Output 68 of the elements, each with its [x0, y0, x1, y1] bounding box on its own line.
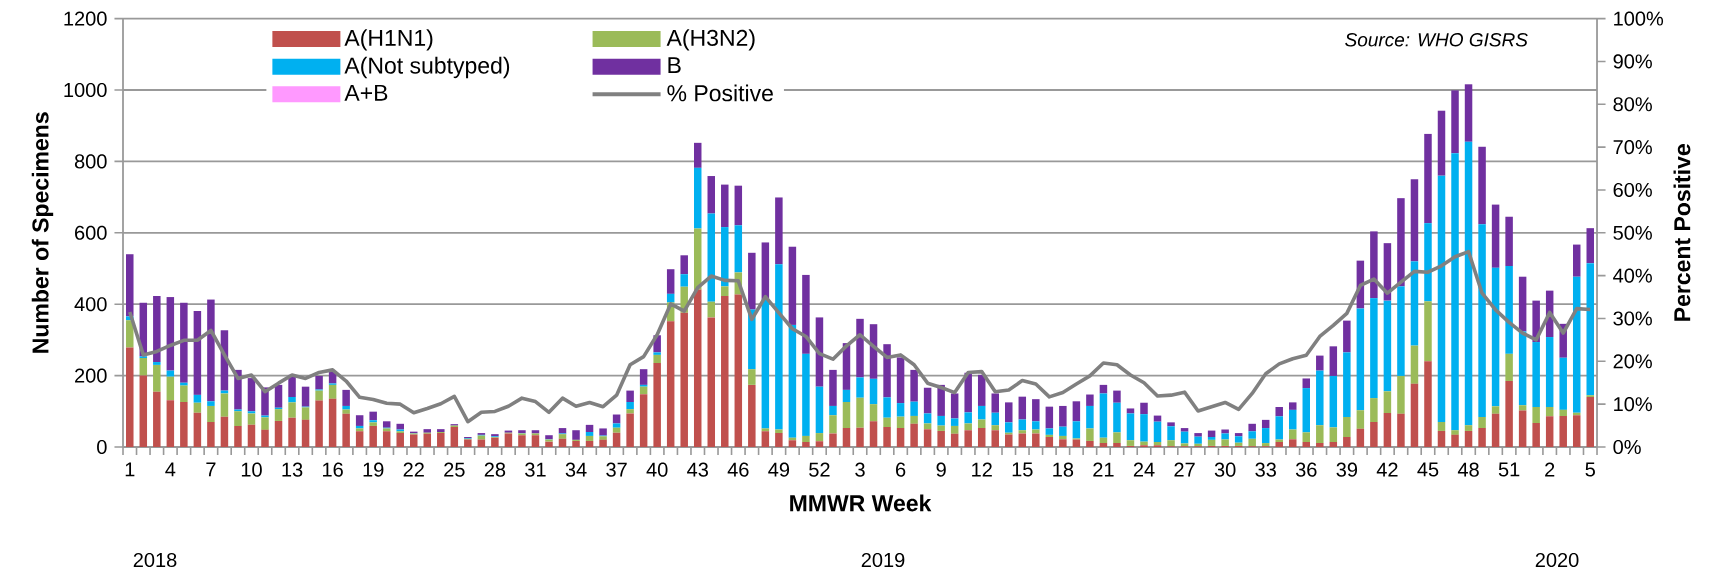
text: 2020 — [1535, 552, 1579, 568]
x-tick-label: 49 — [768, 462, 790, 477]
x-tick-label: 10 — [241, 462, 262, 477]
legend-label: A(Not subtyped) — [344, 56, 510, 79]
x-tick-label: 48 — [1457, 462, 1479, 477]
annotation: Source: WHO GISRS — [1345, 33, 1528, 47]
x-tick-label: 7 — [206, 462, 216, 477]
x-tick-label: 28 — [484, 462, 506, 477]
y2-tick-label: 30% — [1613, 311, 1652, 326]
x-tick-label: 4 — [165, 462, 176, 477]
x-tick-label: 5 — [1585, 462, 1595, 477]
legend-label: % Positive — [667, 84, 773, 102]
x-tick-label: 1 — [125, 462, 135, 477]
x-axis-title: MMWR Week — [790, 494, 932, 512]
x-tick-label: 6 — [896, 462, 906, 477]
x-tick-label: 9 — [936, 462, 946, 477]
x-tick-label: 36 — [1295, 462, 1317, 477]
legend-label: A(H1N1) — [344, 29, 433, 51]
x-tick-label: 39 — [1336, 462, 1358, 477]
x-tick-label: 37 — [606, 462, 627, 477]
text: 2018 — [133, 552, 177, 568]
x-tick-label: 16 — [323, 462, 343, 477]
y-tick-label: 1000 — [64, 82, 107, 98]
y-axis-title: Number of Specimens — [31, 112, 54, 353]
legend-label: B — [668, 57, 681, 74]
y2-tick-label: 20% — [1613, 354, 1652, 369]
x-tick-label: 46 — [727, 462, 749, 477]
y-tick-label: 400 — [74, 297, 107, 312]
legend-label: A(H3N2) — [666, 29, 755, 51]
x-tick-label: 21 — [1093, 462, 1114, 477]
x-tick-label: 34 — [565, 462, 587, 477]
legend-label: A+B — [344, 84, 388, 101]
x-tick-label: 22 — [403, 462, 424, 477]
y2-tick-label: 90% — [1613, 54, 1652, 69]
y2-tick-label: 10% — [1614, 397, 1652, 412]
x-tick-label: 52 — [809, 462, 830, 477]
x-tick-label: 2 — [1545, 462, 1555, 477]
x-tick-label: 3 — [855, 462, 865, 477]
x-tick-label: 13 — [282, 462, 303, 477]
x-tick-label: 27 — [1174, 462, 1195, 477]
x-tick-label: 43 — [687, 462, 708, 477]
x-tick-label: 31 — [525, 462, 546, 477]
y-tick-label: 0 — [97, 439, 107, 455]
y2-tick-label: 40% — [1613, 268, 1652, 283]
y2-axis-title: Percent Positive — [1673, 144, 1691, 321]
x-tick-label: 19 — [363, 462, 384, 477]
y2-tick-label: 0% — [1613, 439, 1641, 455]
x-tick-label: 45 — [1417, 462, 1439, 477]
y2-tick-label: 80% — [1613, 97, 1652, 112]
y2-tick-label: 100% — [1614, 11, 1664, 26]
x-tick-label: 25 — [444, 462, 465, 477]
x-tick-label: 12 — [972, 462, 992, 477]
x-tick-label: 15 — [1012, 462, 1033, 477]
y-tick-label: 600 — [75, 225, 107, 240]
x-tick-label: 42 — [1376, 462, 1398, 477]
y2-tick-label: 60% — [1613, 182, 1652, 198]
x-tick-label: 24 — [1133, 462, 1155, 477]
x-tick-label: 51 — [1498, 462, 1520, 477]
x-tick-label: 30 — [1214, 462, 1236, 477]
x-tick-label: 40 — [646, 462, 668, 477]
y2-tick-label: 70% — [1613, 140, 1652, 155]
y-tick-label: 200 — [75, 368, 107, 383]
x-tick-label: 33 — [1255, 462, 1276, 477]
y2-tick-label: 50% — [1613, 225, 1652, 240]
text: 2019 — [861, 552, 905, 568]
y-tick-label: 1200 — [64, 11, 107, 26]
y-tick-label: 800 — [74, 154, 107, 169]
x-tick-label: 18 — [1053, 462, 1074, 477]
